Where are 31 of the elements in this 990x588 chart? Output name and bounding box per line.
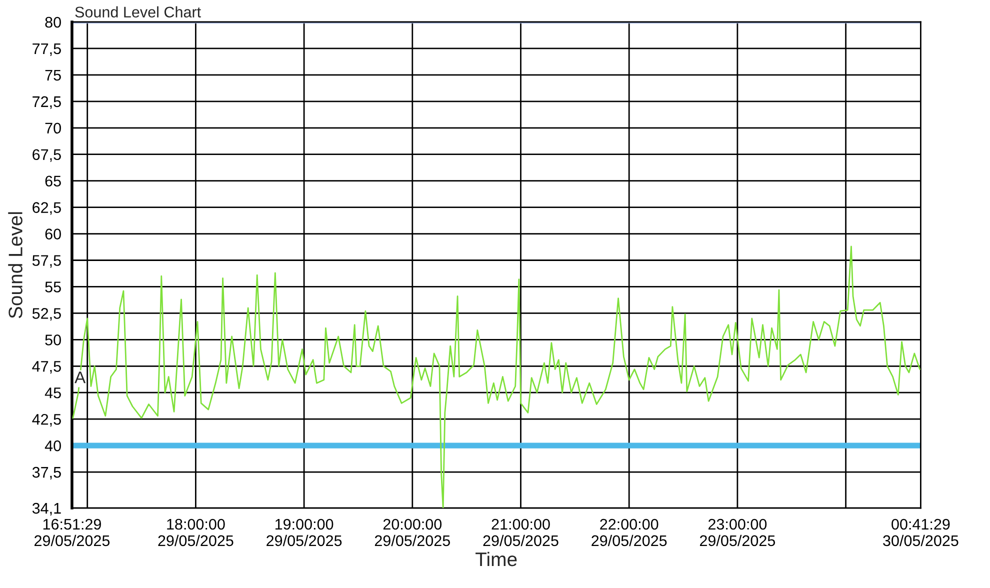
y-tick-label: 47,5 <box>32 361 61 374</box>
y-tick-label: 70 <box>45 122 61 134</box>
x-tick-label: 22:00:00 29/05/2025 <box>592 518 667 546</box>
y-tick-label: 50 <box>45 334 61 346</box>
y-tick-label: 57,5 <box>32 255 61 268</box>
x-tick-label: 19:00:00 29/05/2025 <box>266 518 342 546</box>
y-tick-label: 77,5 <box>32 43 61 56</box>
y-axis-title: Sound Level <box>8 212 22 318</box>
y-tick-label: 60 <box>45 228 61 240</box>
y-tick-label: 72,5 <box>32 96 61 109</box>
y-tick-label: 67,5 <box>32 149 61 162</box>
x-tick-label: 23:00:00 29/05/2025 <box>700 518 776 546</box>
x-tick-label: 18:00:00 29/05/2025 <box>158 518 234 546</box>
chart-title: Sound Level Chart <box>75 6 201 18</box>
y-tick-label: 52,5 <box>32 308 61 321</box>
x-tick-label: 00:41:29 30/05/2025 <box>883 518 958 546</box>
y-tick-label: 45 <box>44 388 61 398</box>
x-axis-title: Time <box>476 552 517 566</box>
y-tick-label: 42,5 <box>32 414 61 427</box>
y-tick-label: 80 <box>45 16 61 28</box>
y-tick-label: 62,5 <box>32 202 61 215</box>
y-tick-label: 37,5 <box>32 466 61 480</box>
annotation: A <box>74 372 86 384</box>
y-tick-label: 65 <box>45 176 61 187</box>
y-tick-label: 40 <box>44 440 61 452</box>
x-tick-label: 20:00:00 29/05/2025 <box>374 518 450 546</box>
y-tick-label: 55 <box>45 282 61 292</box>
y-tick-label: 75 <box>45 70 61 81</box>
x-tick-label: 16:51:29 29/05/2025 <box>34 518 110 546</box>
y-tick-label: 34,1 <box>32 502 61 516</box>
x-tick-label: 21:00:00 29/05/2025 <box>483 518 558 546</box>
